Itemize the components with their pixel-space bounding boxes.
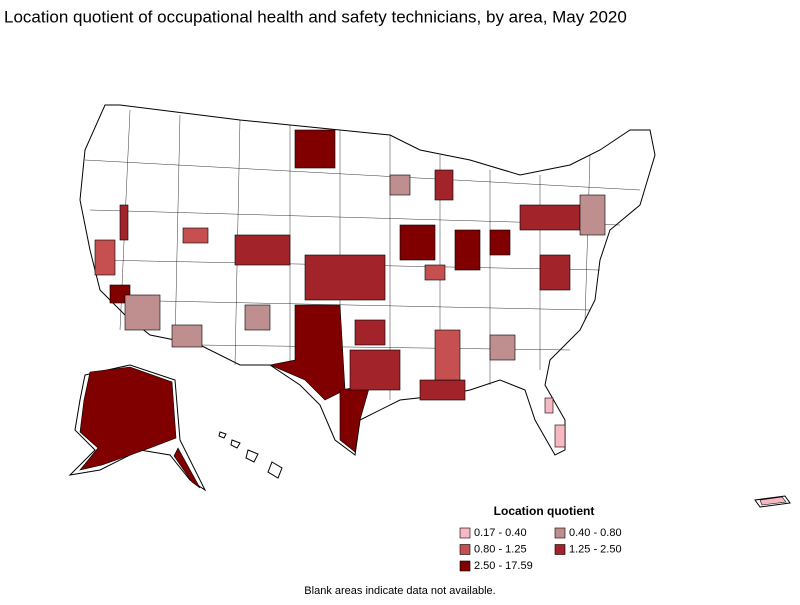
area-shading <box>79 366 177 471</box>
area-shading <box>304 254 386 301</box>
legend-title: Location quotient <box>494 504 595 518</box>
area-shading <box>339 384 371 453</box>
area-shading <box>354 319 386 346</box>
legend-label: 0.40 - 0.80 <box>569 527 622 539</box>
area-shading <box>268 304 346 401</box>
area-shading <box>454 229 481 271</box>
area-shading <box>234 234 291 266</box>
legend-label: 0.17 - 0.40 <box>474 527 527 539</box>
area-shading <box>759 496 787 506</box>
legend: 0.17 - 0.40 0.40 - 0.80 0.80 - 1.25 1.25 - … <box>459 527 622 572</box>
hawaii <box>218 431 283 479</box>
area-shading <box>539 254 571 291</box>
area-shading <box>544 397 554 414</box>
area-shading <box>519 204 581 231</box>
map <box>68 104 791 508</box>
area-shading <box>94 239 116 276</box>
area-shading <box>119 204 129 241</box>
area-shading <box>244 304 271 331</box>
map-title: Location quotient of occupational health… <box>4 7 627 26</box>
area-shading <box>173 447 201 489</box>
legend-label: 1.25 - 2.50 <box>569 543 622 555</box>
area-shading <box>399 224 436 261</box>
footnote: Blank areas indicate data not available. <box>304 585 495 597</box>
area-shading <box>389 174 411 196</box>
area-shading <box>434 329 461 381</box>
legend-label: 0.80 - 1.25 <box>474 543 527 555</box>
legend-swatch <box>459 544 471 555</box>
area-shading <box>124 294 161 331</box>
area-shading <box>554 424 566 448</box>
legend-swatch <box>554 527 566 539</box>
area-shading <box>171 324 203 348</box>
area-shading <box>424 264 446 281</box>
legend-swatch <box>459 527 471 539</box>
area-shading <box>434 169 454 201</box>
legend-label: 2.50 - 17.59 <box>474 560 533 572</box>
area-shading <box>349 349 401 391</box>
area-shading <box>489 229 511 256</box>
area-shading <box>419 379 466 401</box>
area-shading <box>182 227 209 244</box>
area-shading <box>489 334 516 361</box>
area-shading <box>294 129 336 169</box>
legend-swatch <box>554 544 566 555</box>
area-shading <box>579 194 606 236</box>
legend-swatch <box>459 560 471 572</box>
